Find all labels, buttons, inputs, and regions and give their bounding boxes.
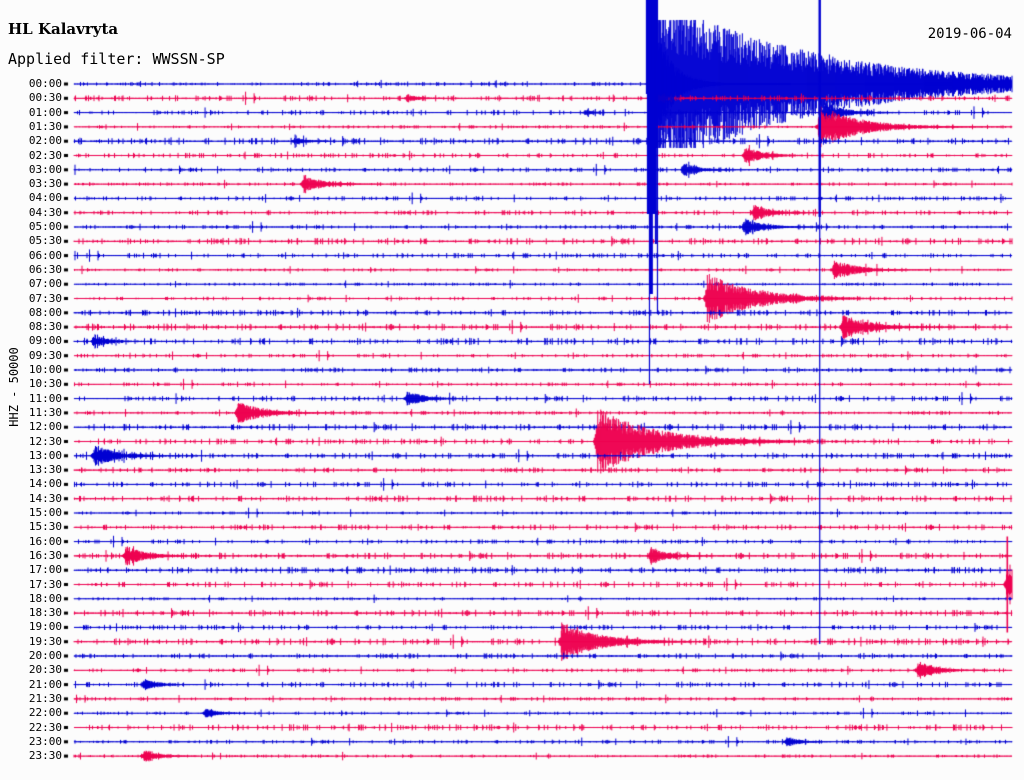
time-label-1400: 14:00 (28, 477, 62, 491)
time-label-1700: 17:00 (28, 563, 62, 577)
time-label-0230: 02:30 (28, 148, 62, 162)
time-label-0630: 06:30 (28, 262, 62, 276)
time-label-0000: 00:00 (28, 77, 62, 90)
time-label-0100: 01:00 (28, 105, 62, 119)
time-label-1500: 15:00 (28, 506, 62, 519)
time-label-1430: 14:30 (28, 491, 62, 505)
time-label-0400: 04:00 (28, 191, 62, 205)
time-label-0300: 03:00 (28, 162, 62, 176)
time-label-2300: 23:00 (28, 734, 62, 748)
time-label-0700: 07:00 (28, 277, 62, 291)
time-label-0600: 06:00 (28, 248, 62, 262)
time-label-0900: 09:00 (28, 334, 62, 348)
time-label-1330: 13:30 (28, 463, 62, 477)
time-label-2230: 22:30 (28, 720, 62, 734)
time-label-2030: 20:30 (28, 663, 62, 677)
time-label-1600: 16:00 (28, 534, 62, 548)
time-label-2200: 22:00 (28, 706, 62, 720)
time-label-0330: 03:30 (28, 177, 62, 191)
time-label-0930: 09:30 (28, 348, 62, 362)
time-label-0030: 00:30 (28, 91, 62, 105)
time-label-0530: 05:30 (28, 234, 62, 248)
station-title: HL Kalavryta (8, 20, 119, 38)
time-label-0730: 07:30 (28, 291, 62, 305)
time-label-1830: 18:30 (28, 606, 62, 620)
time-label-1100: 11:00 (28, 391, 62, 405)
time-label-1300: 13:00 (28, 448, 62, 462)
time-label-1800: 18:00 (28, 591, 62, 605)
time-label-2330: 23:30 (28, 749, 62, 763)
applied-filter-label: Applied filter: WWSSN-SP (8, 50, 225, 68)
time-label-0500: 05:00 (28, 220, 62, 233)
record-date: 2019-06-04 (927, 26, 1012, 42)
time-label-1030: 10:30 (28, 377, 62, 391)
time-label-1530: 15:30 (28, 520, 62, 534)
time-label-1200: 12:00 (28, 420, 62, 434)
time-label-1230: 12:30 (28, 434, 62, 448)
time-label-0130: 01:30 (28, 119, 62, 133)
time-label-2130: 21:30 (28, 691, 62, 705)
time-label-0200: 02:00 (28, 134, 62, 148)
time-label-2100: 21:00 (28, 677, 62, 691)
time-label-1930: 19:30 (28, 634, 62, 648)
time-label-0800: 08:00 (28, 305, 62, 319)
time-label-1630: 16:30 (28, 548, 62, 562)
time-label-1730: 17:30 (28, 577, 62, 591)
time-label-2000: 20:00 (28, 649, 62, 662)
time-label-1900: 19:00 (28, 620, 62, 634)
time-label-0830: 08:30 (28, 320, 62, 334)
time-label-1130: 11:30 (28, 405, 62, 419)
time-label-1000: 10:00 (28, 363, 62, 376)
time-label-0430: 04:30 (28, 205, 62, 219)
